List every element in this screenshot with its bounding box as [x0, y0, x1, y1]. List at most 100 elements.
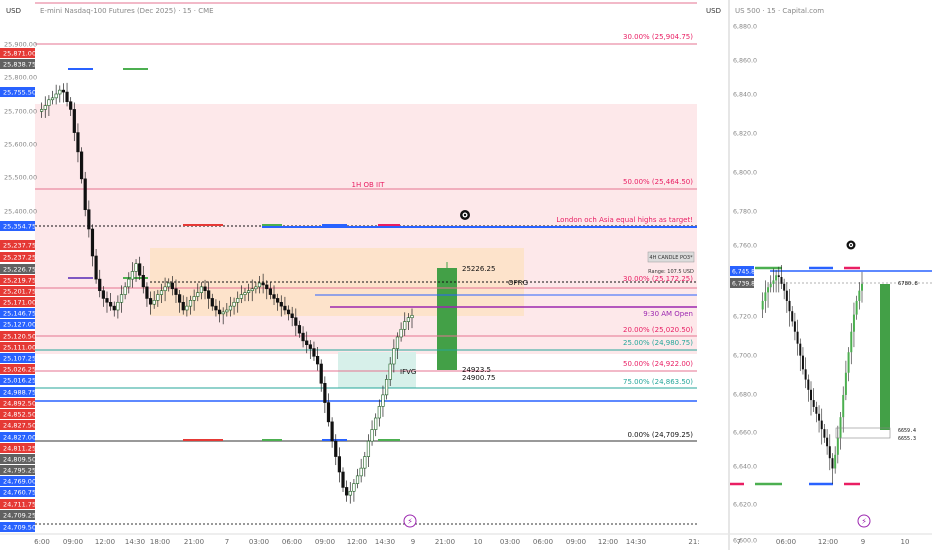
time-label: 14:30	[375, 538, 395, 546]
po3-bull-candle	[880, 284, 890, 430]
candle-body	[170, 282, 174, 290]
nq-chart-panel[interactable]: ⚡ 30.00% (25,904.75) 1H OB IIT 50.00% (2…	[0, 0, 728, 550]
price-tag	[0, 252, 35, 262]
eye-icon[interactable]	[846, 240, 856, 250]
candle-body	[159, 290, 164, 295]
candle-body	[815, 406, 818, 414]
price-tag	[0, 308, 35, 318]
candle-body	[810, 389, 812, 401]
price-axis-label: 6,680.0	[733, 392, 757, 399]
price-tag-label: 25,127.00	[3, 321, 36, 329]
candle-body	[279, 301, 283, 307]
candle-body	[199, 286, 203, 293]
candle-body	[109, 301, 113, 307]
eye-icon[interactable]	[460, 210, 470, 220]
time-label: 06:00	[282, 538, 302, 546]
time-label: 21:00	[435, 538, 455, 546]
price-tag-label: 25,871.00	[3, 50, 36, 58]
price-tag	[0, 319, 35, 329]
time-label: 09:00	[315, 538, 335, 546]
candle-body	[780, 277, 783, 284]
open-930-label: 9:30 AM Open	[643, 310, 693, 318]
candle-body	[392, 348, 396, 365]
time-label: 06:00	[776, 538, 796, 546]
price-tag-label: 25,016.25	[3, 377, 36, 385]
price-tag	[0, 522, 35, 532]
price-tag	[0, 465, 35, 475]
candle-body	[326, 402, 331, 423]
candle-body	[167, 282, 171, 288]
candle-body	[203, 286, 207, 292]
value-a-label: 24923.5	[462, 366, 491, 374]
price-tag-label: 25,111.00	[3, 344, 36, 352]
price-25226-label: 25226.25	[462, 265, 495, 273]
price-tag	[0, 342, 35, 352]
chart-title: US 500 · 15 · Capital.com	[735, 7, 824, 15]
lightning-icon[interactable]: ⚡	[403, 514, 417, 528]
spx-chart-svg[interactable]: 6780.8 6659.4 6655.3 ⚡ US 500 · 15 · Cap…	[730, 0, 932, 550]
candle-body	[127, 278, 131, 288]
time-label: 09:00	[63, 538, 83, 546]
spx-currency: USD	[706, 7, 721, 15]
candle-body	[297, 325, 302, 334]
price-axis-label: 6,760.0	[733, 243, 757, 250]
time-label: 7	[225, 538, 229, 546]
candle-body	[384, 379, 389, 396]
low-box	[835, 427, 891, 439]
candle-body	[225, 309, 229, 313]
fib-75-label: 75.00% (24,863.50)	[623, 378, 693, 386]
price-tag	[0, 476, 35, 486]
candle-body	[828, 446, 831, 459]
price-axis-label: 6,860.0	[733, 58, 757, 65]
low-tag-b: 6655.3	[898, 436, 916, 442]
price-tag-label: 24,827.00	[3, 434, 36, 442]
price-axis-label: 6,880.0	[733, 24, 757, 31]
candle-body	[772, 280, 775, 284]
candle-body	[812, 400, 815, 407]
price-axis-label: 6,800.0	[733, 170, 757, 177]
price-tag-label: 24,811.25	[3, 445, 36, 453]
candle-body	[105, 298, 109, 303]
spx-candles	[761, 265, 863, 484]
candle-body	[87, 209, 91, 230]
price-tag	[0, 387, 35, 397]
price-axis[interactable]: 6,880.0 6,860.0 6,840.0 6,820.0 6,800.0 6,780…	[730, 24, 757, 545]
time-axis[interactable]: 6:00 09:00 12:00 14:30 18:00 21:00 7 03:00 06:00…	[34, 538, 700, 546]
price-tag	[0, 240, 35, 250]
price-axis-label: 6,720.0	[733, 314, 757, 321]
lightning-icon[interactable]: ⚡	[857, 514, 871, 528]
price-axis-label: 6,620.0	[733, 502, 757, 509]
ifvg-label: IFVG	[400, 368, 416, 376]
candle-body	[844, 372, 847, 395]
candle-body	[254, 286, 258, 290]
price-tag-label: 25,171.00	[3, 299, 36, 307]
candle-body	[54, 93, 58, 99]
price-axis-label: 25,500.00	[4, 174, 37, 182]
top-tag: 6780.8	[898, 281, 918, 287]
candle-body	[804, 369, 807, 380]
value-b-label: 24900.75	[462, 374, 495, 382]
candle-body	[785, 290, 788, 301]
nq-chart-svg[interactable]: ⚡ 30.00% (25,904.75) 1H OB IIT 50.00% (2…	[0, 0, 728, 550]
candle-body	[374, 417, 378, 430]
candle-body	[861, 283, 863, 291]
price-tag	[0, 264, 35, 274]
candle-body	[855, 300, 858, 315]
candle-body	[388, 363, 392, 380]
time-label: 12:00	[347, 538, 367, 546]
candle-body	[769, 283, 772, 288]
candle-body	[130, 271, 135, 280]
price-tag	[0, 221, 35, 231]
time-axis[interactable]: 7 06:00 12:00 9 10	[737, 538, 910, 546]
candle-body	[123, 286, 127, 295]
candle-body	[239, 294, 243, 299]
price-tag	[730, 266, 754, 276]
time-label: 6:00	[34, 538, 50, 546]
panel-divider[interactable]	[728, 0, 730, 550]
price-axis-label: 6,780.0	[733, 209, 757, 216]
candle-body	[58, 89, 62, 95]
candle-body	[286, 309, 291, 315]
spx-chart-panel[interactable]: 6780.8 6659.4 6655.3 ⚡ US 500 · 15 · Cap…	[730, 0, 932, 550]
candle-body	[319, 363, 323, 384]
